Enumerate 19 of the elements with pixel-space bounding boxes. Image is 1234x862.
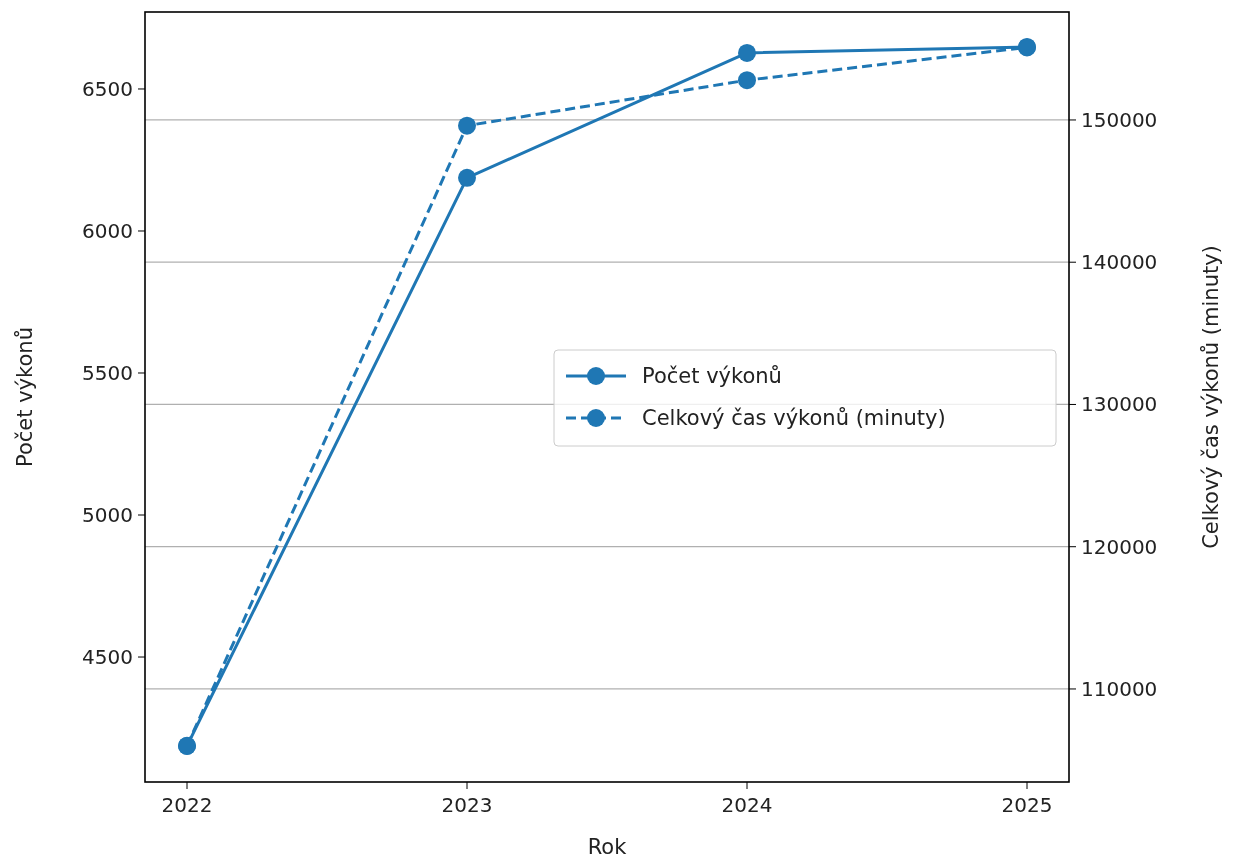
legend-label: Počet výkonů (642, 364, 782, 388)
y-tick-label: 5500 (82, 361, 133, 385)
x-axis-title: Rok (587, 835, 628, 859)
y-tick-label: 4500 (82, 645, 133, 670)
y-tick-label: 5000 (82, 503, 133, 528)
x-tick-label: 2023 (441, 793, 493, 817)
y2-tick-label: 150000 (1081, 107, 1158, 132)
x-tick-label: 2022 (161, 793, 213, 817)
y2-tick-label: 120000 (1081, 534, 1158, 559)
y2-tick-label: 130000 (1081, 392, 1158, 417)
y2-axis-title: Celkový čas výkonů (minuty) (1199, 245, 1223, 549)
y-axis-title: Počet výkonů (13, 327, 37, 467)
legend-label: Celkový čas výkonů (minuty) (642, 406, 946, 430)
y-tick-label: 6500 (82, 76, 133, 101)
y2-tick-label: 140000 (1081, 250, 1158, 275)
x-tick-label: 2025 (1001, 793, 1053, 817)
x-tick-label: 2024 (721, 793, 773, 817)
y2-tick-label: 110000 (1081, 676, 1158, 701)
y-tick-label: 6000 (82, 218, 133, 243)
